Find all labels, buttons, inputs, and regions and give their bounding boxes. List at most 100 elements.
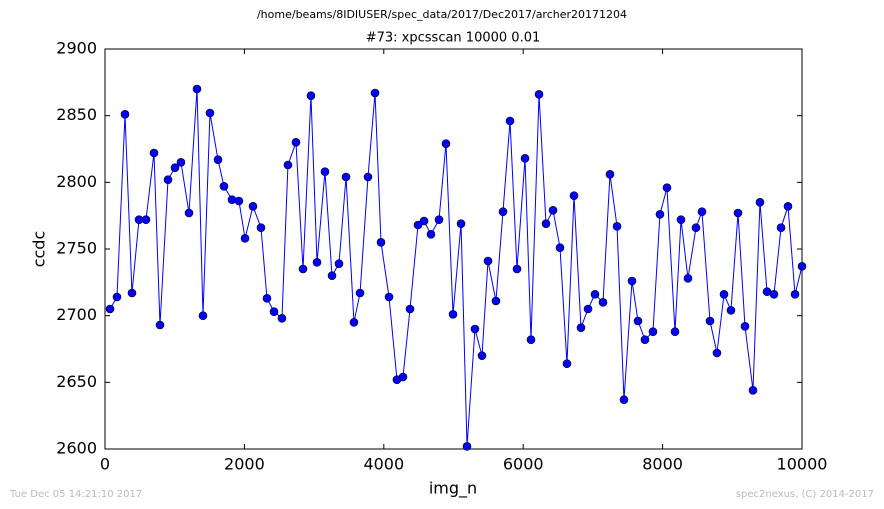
point <box>312 258 322 267</box>
point <box>691 223 701 232</box>
point <box>256 223 266 232</box>
point <box>612 222 622 231</box>
y-tick-label: 2800 <box>56 172 97 191</box>
point <box>448 310 458 319</box>
line <box>109 88 803 447</box>
y-axis-label: ccdc <box>30 231 49 268</box>
point <box>712 348 722 358</box>
point <box>283 160 293 170</box>
point <box>441 139 451 148</box>
point <box>291 138 301 147</box>
point <box>783 202 793 211</box>
point <box>733 208 743 218</box>
point <box>434 215 444 224</box>
point <box>413 220 423 230</box>
point <box>462 442 472 451</box>
point <box>155 320 165 330</box>
x-axis-label: img_n <box>429 479 477 499</box>
point <box>755 198 765 207</box>
point <box>384 292 394 302</box>
point <box>398 372 408 382</box>
point <box>240 234 250 243</box>
point <box>320 167 330 176</box>
point <box>790 290 800 299</box>
point <box>363 172 373 182</box>
point <box>127 288 137 298</box>
point <box>562 359 572 368</box>
point <box>662 183 672 192</box>
x-tick-label: 4000 <box>363 455 404 474</box>
point <box>583 304 593 314</box>
point <box>769 290 779 299</box>
y-tick-label: 2900 <box>56 39 97 58</box>
point <box>248 202 258 211</box>
point <box>576 323 586 332</box>
point <box>376 238 386 247</box>
x-tick-label: 8000 <box>642 455 683 474</box>
footer-right: spec2nexus, (C) 2014-2017 <box>736 489 874 500</box>
point <box>555 243 565 252</box>
point <box>505 116 515 126</box>
point <box>627 276 637 286</box>
point <box>605 170 615 179</box>
point <box>483 256 493 266</box>
point <box>590 290 600 299</box>
point <box>205 108 215 118</box>
point <box>697 207 707 216</box>
point <box>456 219 466 228</box>
point <box>120 110 130 119</box>
y-tick-label: 2600 <box>56 439 97 458</box>
x-tick-label: 2000 <box>224 455 265 474</box>
point <box>548 206 558 215</box>
point <box>163 175 173 184</box>
y-tick-label: 2700 <box>56 305 97 324</box>
point <box>149 148 159 158</box>
point <box>405 304 415 314</box>
point <box>619 395 629 404</box>
point <box>569 191 579 200</box>
x-tick-label: 10000 <box>777 455 828 474</box>
point <box>683 274 693 283</box>
point <box>327 271 337 280</box>
point <box>192 84 202 94</box>
point <box>213 155 223 164</box>
point <box>349 318 359 327</box>
point <box>419 216 429 226</box>
point <box>670 327 680 336</box>
point <box>477 351 487 360</box>
point <box>534 90 544 99</box>
chart-title: #73: xpcsscan 10000 0.01 <box>366 31 541 46</box>
point <box>112 292 122 302</box>
point <box>426 230 436 239</box>
point <box>598 298 608 307</box>
x-tick-label: 6000 <box>503 455 544 474</box>
point <box>269 307 279 316</box>
point <box>341 172 351 182</box>
point <box>726 306 736 315</box>
point <box>105 304 115 314</box>
point <box>541 219 551 228</box>
point <box>262 294 272 303</box>
point <box>640 335 650 344</box>
point <box>198 311 208 320</box>
point <box>498 207 508 216</box>
point <box>520 154 530 163</box>
point <box>219 182 229 191</box>
point <box>141 215 151 224</box>
point <box>234 196 244 206</box>
point <box>748 386 758 395</box>
point <box>705 316 715 326</box>
point <box>334 259 344 268</box>
y-tick-label: 2750 <box>56 239 97 258</box>
point <box>491 296 501 306</box>
point <box>306 91 316 100</box>
y-tick-label: 2650 <box>56 372 97 391</box>
point <box>655 210 665 219</box>
x-tick-label: 0 <box>100 455 110 474</box>
point <box>470 324 480 334</box>
point <box>227 195 237 204</box>
y-tick-label: 2850 <box>56 105 97 124</box>
point <box>648 327 658 336</box>
